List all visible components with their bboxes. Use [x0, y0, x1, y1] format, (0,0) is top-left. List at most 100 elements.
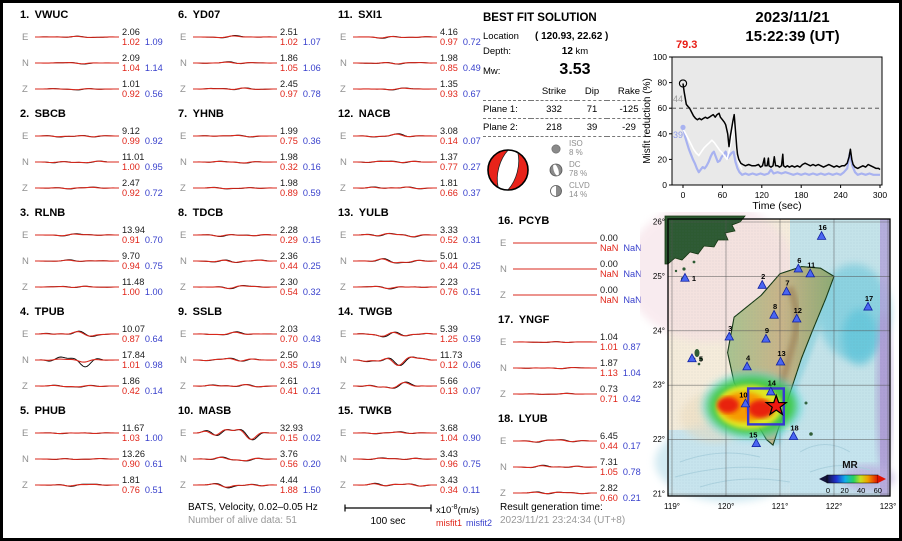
table-row: Plane 2: 218 39 -29 [483, 119, 651, 137]
channel-values: 9.12 0.99 0.92 [122, 126, 163, 147]
waveform-row: Z 2.45 0.97 0.78 [176, 76, 332, 102]
map-colorbar: MR 0 20 40 60 [819, 460, 886, 495]
component-label: Z [340, 281, 346, 293]
channel-values: 1.87 1.13 1.04 [600, 358, 641, 379]
plane2-strike: 218 [546, 122, 562, 133]
misfit2-value: 0.36 [302, 136, 321, 146]
station-triangle-1 [680, 272, 690, 282]
component-label: E [340, 427, 347, 439]
waveform-trace [353, 160, 437, 164]
channel-values: 0.00 NaN NaN [600, 285, 642, 306]
misfit1-value: 0.56 [280, 459, 298, 469]
component-label: N [22, 57, 29, 69]
component-label: Z [500, 487, 506, 499]
misfit1-value: 0.76 [122, 485, 140, 495]
station-triangle-8 [769, 309, 779, 319]
x-tick-label: 240 [834, 190, 848, 200]
station-number-label: 6 [797, 256, 801, 265]
station-title: 6. YD07 [178, 9, 221, 21]
amplitude-value: 4.16 [440, 26, 458, 37]
misfit1-value: 1.05 [280, 63, 298, 73]
colorbar-tick-label: 20 [840, 486, 848, 495]
station-block-rlnb: 3. RLNB E 13.94 0.91 0.70 N 9.70 0.94 0.75 Z 11.48… [18, 207, 174, 303]
legend-item-iso: ISO 8 % [549, 139, 590, 158]
amplitude-value: 1.37 [440, 151, 458, 162]
component-label: E [340, 31, 347, 43]
scale-bar-label: 100 sec [370, 516, 406, 527]
station-block-sslb: 9. SSLB E 2.03 0.70 0.43 N 2.50 0.35 0.19 Z 2.61 0.… [176, 306, 332, 402]
amplitude-value: 1.81 [122, 474, 140, 485]
waveform-row: N 3.76 0.56 0.20 [176, 446, 332, 472]
amplitude-value: 11.01 [122, 151, 145, 162]
waveform-trace [35, 62, 119, 65]
amplitude-value: 2.36 [280, 250, 298, 261]
col-strike: Strike [541, 86, 567, 97]
component-label: E [22, 229, 29, 241]
amplitude-value: 3.33 [440, 224, 458, 235]
station-title: 14. TWGB [338, 306, 393, 318]
station-triangle-7 [781, 286, 792, 296]
waveform-row: E 3.08 0.14 0.07 [336, 123, 492, 149]
misfit2-value: 0.16 [302, 162, 321, 172]
misfit2-value: 0.75 [462, 459, 481, 469]
dc-label: DC [569, 160, 581, 169]
map-frame [667, 218, 891, 497]
station-number-label: 13 [777, 349, 785, 358]
misfit1-value: 0.96 [440, 459, 458, 469]
component-label: N [340, 57, 347, 69]
misfit1-value: 0.12 [440, 360, 458, 370]
lon-tick-label: 122° [826, 502, 843, 511]
waveform-trace [193, 285, 277, 290]
misfit1-value: 0.14 [440, 136, 458, 146]
component-label: N [500, 461, 507, 473]
misfit2-value: 0.25 [462, 261, 481, 271]
channel-values: 1.81 0.76 0.51 [122, 475, 163, 496]
waveform-row: E 1.99 0.75 0.36 [176, 123, 332, 149]
table-row: Plane 1: 332 71 -125 [483, 101, 651, 119]
amplitude-value: 9.12 [122, 125, 140, 136]
amplitude-value: 13.26 [122, 448, 145, 459]
channel-values: 1.81 0.66 0.37 [440, 178, 481, 199]
station-block-yulb: 13. YULB E 3.33 0.52 0.31 N 5.01 0.44 0.25 Z 2.23 0… [336, 207, 492, 303]
station-block-lyub: 18. LYUB E 6.45 0.44 0.17 N 7.31 1.05 0.78 Z 2.82 0… [496, 413, 652, 509]
station-block-vwuc: 1. VWUC E 2.06 1.02 1.09 N 2.09 1.04 1.14 Z 1.01 0.… [18, 9, 174, 105]
waveform-row: E 6.45 0.44 0.17 [496, 428, 652, 454]
waveform-row: N 1.37 0.77 0.27 [336, 149, 492, 175]
channel-values: 3.33 0.52 0.31 [440, 225, 481, 246]
station-block-sxi1: 11. SXI1 E 4.16 0.97 0.72 N 1.98 0.85 0.49 Z 1.35 0… [336, 9, 492, 105]
amplitude-value: 2.61 [280, 375, 298, 386]
misfit2-value: NaN [623, 295, 642, 305]
waveform-trace [193, 357, 277, 362]
misfit1-value: 1.05 [600, 467, 618, 477]
colorbar-title: MR [842, 460, 858, 471]
amplitude-value: 3.43 [440, 448, 458, 459]
amplitude-value: 1.04 [600, 331, 618, 342]
station-title: 11. SXI1 [338, 9, 383, 21]
waveform-column-2: 6. YD07 E 2.51 1.02 1.07 N 1.86 1.05 1.06 Z 2.45 0.… [176, 6, 332, 501]
misfit2-value: 0.20 [302, 459, 321, 469]
map-basemap [640, 212, 894, 502]
component-label: Z [22, 182, 28, 194]
station-triangle-5 [687, 353, 697, 363]
component-label: E [180, 427, 187, 439]
dc-pct: 78 % [569, 168, 588, 178]
station-block-sbcb: 2. SBCB E 9.12 0.99 0.92 N 11.01 1.00 0.95 Z 2.47 0… [18, 108, 174, 204]
component-label: N [22, 255, 29, 267]
channel-values: 1.98 0.32 0.16 [280, 152, 321, 173]
depth-label: Depth: [483, 46, 511, 57]
station-number-label: 16 [818, 223, 826, 232]
waveform-trace [193, 134, 277, 138]
amplitude-value: 3.43 [440, 474, 458, 485]
plane2-rake: -29 [622, 122, 636, 133]
waveform-trace [353, 87, 437, 91]
waveform-row: Z 4.44 1.88 1.50 [176, 472, 332, 498]
waveform-trace [193, 35, 277, 39]
waveform-trace [193, 234, 277, 238]
component-label: N [500, 362, 507, 374]
waveform-row: Z 5.66 0.13 0.07 [336, 373, 492, 399]
waveform-trace [193, 383, 277, 388]
station-triangle-10 [740, 398, 751, 408]
channel-values: 1.35 0.93 0.67 [440, 79, 481, 100]
channel-values: 1.98 0.85 0.49 [440, 53, 481, 74]
station-title: 7. YHNB [178, 108, 224, 120]
